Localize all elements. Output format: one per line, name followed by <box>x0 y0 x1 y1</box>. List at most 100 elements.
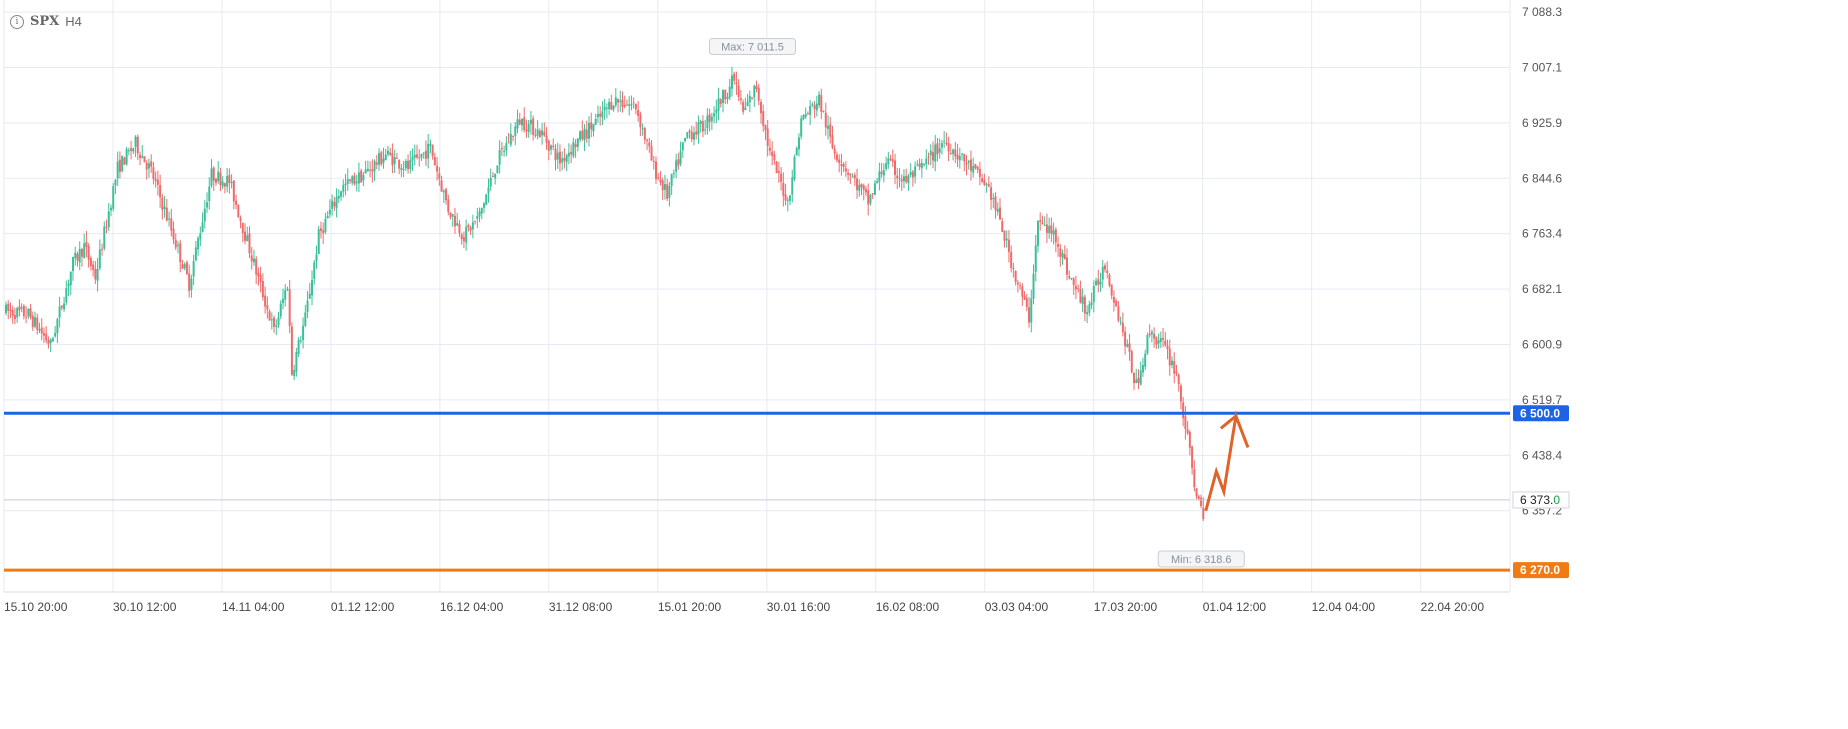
candle-body <box>748 95 751 103</box>
candle-body <box>252 258 255 263</box>
candle-body <box>840 164 843 166</box>
min-max-markers: Max: 7 011.5 Min: 6 318.6 <box>708 37 1245 568</box>
candle-body <box>322 230 325 234</box>
candle-body <box>324 218 327 232</box>
candle-body <box>529 119 532 125</box>
candle-body <box>558 151 561 164</box>
candle-body <box>974 164 977 169</box>
candle-body <box>1115 300 1118 307</box>
candle-body <box>1092 285 1095 302</box>
current-price-tag <box>1512 491 1570 509</box>
candle-body <box>139 154 142 159</box>
candle-body <box>170 218 173 231</box>
candle-body <box>442 190 445 193</box>
candle-body <box>22 305 25 317</box>
candle-body <box>54 332 57 337</box>
candle-body <box>295 352 298 372</box>
candle-body <box>525 129 528 132</box>
candle-body <box>1179 385 1182 402</box>
candle-body <box>605 107 608 109</box>
candle-body <box>286 288 289 290</box>
symbol-label[interactable]: SPX <box>30 14 60 29</box>
candle-body <box>641 128 644 130</box>
candle-body <box>717 98 720 111</box>
candle-body <box>987 184 990 187</box>
y-tick-label: 6 438.4 <box>1522 448 1562 462</box>
candle-body <box>503 150 506 152</box>
candle-body <box>829 124 832 137</box>
candle-body <box>1063 254 1066 260</box>
candle-body <box>293 369 296 377</box>
candle-body <box>867 190 870 205</box>
candle-body <box>76 253 79 261</box>
candle-body <box>947 143 950 152</box>
candle-body <box>768 147 771 151</box>
candle-body <box>789 195 792 201</box>
timeframe-label[interactable]: H4 <box>65 14 82 29</box>
candle-body <box>74 252 77 259</box>
candle-body <box>250 255 253 262</box>
candle-body <box>704 129 707 131</box>
candle-body <box>990 187 993 200</box>
candle-body <box>407 160 410 170</box>
candle-body <box>491 176 494 178</box>
candle-body <box>465 226 468 243</box>
candle-body <box>483 203 486 208</box>
candle-body <box>773 154 776 161</box>
candle-body <box>47 340 50 345</box>
candle-body <box>1097 279 1100 285</box>
candle-body <box>505 143 508 151</box>
candle-body <box>78 248 81 263</box>
candle-body <box>706 115 709 129</box>
candle-body <box>496 165 499 174</box>
candle-body <box>1164 340 1167 346</box>
candle-body <box>422 152 425 154</box>
candle-body <box>1144 353 1147 367</box>
candle-body <box>739 98 742 101</box>
candle-body <box>297 340 300 354</box>
candle-body <box>630 104 633 106</box>
candle-body <box>261 280 264 298</box>
candle-body <box>395 157 398 159</box>
candle-body <box>563 157 566 161</box>
candle-body <box>952 149 955 155</box>
candle-body <box>31 315 34 328</box>
candle-body <box>411 156 414 161</box>
x-tick-label: 15.01 20:00 <box>658 600 722 614</box>
candle-body <box>726 96 729 100</box>
candle-body <box>18 306 21 311</box>
candle-body <box>672 172 675 174</box>
candle-body <box>500 148 503 150</box>
y-tick-label: 7 007.1 <box>1522 60 1562 74</box>
candle-body <box>98 249 101 269</box>
candle-body <box>1130 351 1133 373</box>
candle-body <box>981 178 984 182</box>
candle-body <box>427 143 430 159</box>
candle-body <box>1135 379 1138 383</box>
max-marker-label: Max: 7 011.5 <box>721 41 784 53</box>
candle-body <box>811 103 814 105</box>
candle-body <box>116 161 119 179</box>
candle-body <box>603 106 606 111</box>
candle-body <box>1141 365 1144 373</box>
candle-body <box>1166 345 1169 349</box>
candle-body <box>467 224 470 228</box>
candle-body <box>1090 302 1093 306</box>
level-lines <box>4 411 1510 572</box>
candle-body <box>780 173 783 182</box>
candle-body <box>38 329 41 331</box>
info-icon[interactable]: i <box>10 14 24 29</box>
candle-body <box>1041 222 1044 225</box>
candle-body <box>668 186 671 198</box>
resistance-tag-label: 6 500.0 <box>1520 406 1560 420</box>
candle-body <box>907 175 910 184</box>
candle-body <box>1081 296 1084 305</box>
candle-body <box>1052 230 1055 235</box>
candle-body <box>277 317 280 326</box>
candle-body <box>89 258 92 267</box>
candle-body <box>592 124 595 132</box>
candle-body <box>413 154 416 158</box>
candle-body <box>1150 331 1153 335</box>
chart-header: i SPX H4 <box>10 14 82 29</box>
